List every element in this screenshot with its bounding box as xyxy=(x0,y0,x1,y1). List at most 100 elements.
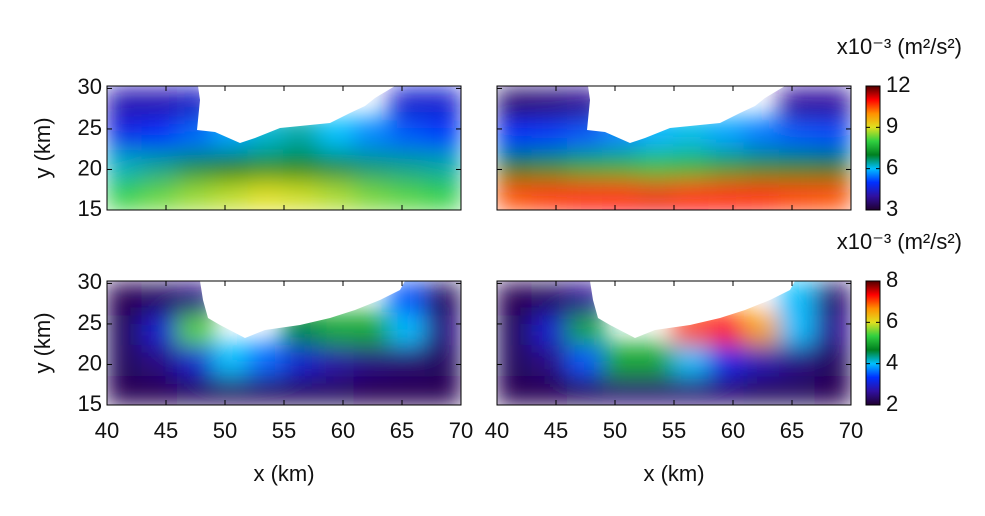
heatmap-cell xyxy=(743,178,782,210)
heatmap-cell xyxy=(743,312,782,346)
colorbar-tick-label: 8 xyxy=(886,267,898,292)
y-tick-label: 25 xyxy=(78,310,102,335)
heatmap-cell xyxy=(141,178,179,210)
heatmap-cell xyxy=(424,87,461,121)
y-tick-label: 25 xyxy=(78,115,102,140)
heatmap-cell xyxy=(497,282,534,316)
heatmap-cell xyxy=(497,148,534,182)
heatmap-cell xyxy=(353,117,392,151)
y-tick-label: 30 xyxy=(78,269,102,294)
colorbar-label: x10⁻³ (m²/s²) xyxy=(837,34,962,59)
heatmap-cell xyxy=(318,178,356,210)
heatmap-cell xyxy=(107,312,144,346)
heatmap-cell xyxy=(673,148,711,182)
heatmap-cell xyxy=(779,178,817,210)
heatmap-cell xyxy=(107,148,144,182)
heatmap-cell xyxy=(283,343,321,377)
x-tick-label: 55 xyxy=(662,418,686,443)
heatmap-cell xyxy=(779,117,817,151)
heatmap-cell xyxy=(389,373,427,405)
x-tick-label: 45 xyxy=(154,418,178,443)
heatmap-cell xyxy=(673,343,711,377)
heatmap-cell xyxy=(814,282,851,316)
heatmap-cell xyxy=(353,343,392,377)
heatmap-cell xyxy=(424,282,461,316)
heatmap-cell xyxy=(531,343,569,377)
x-tick-label: 60 xyxy=(721,418,745,443)
x-tick-label: 40 xyxy=(485,418,509,443)
heatmap-cell xyxy=(212,373,250,405)
heatmap-cell xyxy=(779,87,817,121)
heatmap-cell xyxy=(141,87,179,121)
heatmap-cell xyxy=(602,178,640,210)
heatmap-cell xyxy=(673,178,711,210)
heatmap-cell xyxy=(107,178,144,210)
heatmap-cell xyxy=(318,343,356,377)
heatmap-cell xyxy=(566,373,605,405)
heatmap-cell xyxy=(389,117,427,151)
heatmap-cell xyxy=(176,373,215,405)
heatmap-cell xyxy=(176,178,215,210)
x-tick-label: 40 xyxy=(95,418,119,443)
x-tick-label: 50 xyxy=(603,418,627,443)
x-axis-label: x (km) xyxy=(253,461,314,486)
heatmap-cell xyxy=(283,178,321,210)
heatmap-cell xyxy=(708,373,746,405)
heatmap-cell xyxy=(176,148,215,182)
heatmap-cell xyxy=(424,178,461,210)
heatmap-cell xyxy=(637,178,675,210)
x-tick-label: 70 xyxy=(449,418,473,443)
heatmap-cell xyxy=(566,178,605,210)
x-axis-label: x (km) xyxy=(643,461,704,486)
heatmap-cell xyxy=(283,373,321,405)
y-tick-label: 15 xyxy=(78,196,102,221)
heatmap-cell xyxy=(531,312,569,346)
heatmap-cell xyxy=(176,343,215,377)
heatmap-cell xyxy=(318,148,356,182)
colorbar-tick-label: 6 xyxy=(886,154,898,179)
heatmap-cell xyxy=(212,148,250,182)
heatmap-cell xyxy=(424,117,461,151)
y-tick-label: 15 xyxy=(78,391,102,416)
x-tick-label: 60 xyxy=(331,418,355,443)
heatmap-cell xyxy=(247,373,285,405)
heatmap-cell xyxy=(779,343,817,377)
heatmap-cell xyxy=(708,178,746,210)
heatmap-cell xyxy=(779,148,817,182)
heatmap-cell xyxy=(141,282,179,316)
heatmap-cell xyxy=(602,343,640,377)
y-tick-label: 30 xyxy=(78,74,102,99)
colorbar-tick-label: 3 xyxy=(886,196,898,221)
x-tick-label: 65 xyxy=(390,418,414,443)
heatmap-cell xyxy=(107,117,144,151)
heatmap-cell xyxy=(212,178,250,210)
heatmap-cell xyxy=(779,312,817,346)
x-tick-label: 55 xyxy=(272,418,296,443)
heatmap-cell xyxy=(637,343,675,377)
heatmap-cell xyxy=(107,282,144,316)
y-axis-label: y (km) xyxy=(30,117,55,178)
heatmap-cell xyxy=(637,148,675,182)
heatmap-cell xyxy=(141,373,179,405)
colorbar-tick-label: 9 xyxy=(886,113,898,138)
heatmap-cell xyxy=(353,373,392,405)
heatmap-cell xyxy=(353,178,392,210)
heatmap-cell xyxy=(247,178,285,210)
heatmap-cell xyxy=(779,373,817,405)
heatmap-cell xyxy=(497,343,534,377)
heatmap xyxy=(497,86,851,210)
colorbar-tick-label: 4 xyxy=(886,349,898,374)
heatmap-cell xyxy=(212,343,250,377)
colorbar-tick-label: 6 xyxy=(886,308,898,333)
heatmap-cell xyxy=(389,178,427,210)
heatmap-cell xyxy=(424,373,461,405)
heatmap-cell xyxy=(424,148,461,182)
heatmap-cell xyxy=(814,117,851,151)
colorbar xyxy=(865,85,881,211)
heatmap-cell xyxy=(107,87,144,121)
colorbar-label: x10⁻³ (m²/s²) xyxy=(837,229,962,254)
heatmap-cell xyxy=(141,343,179,377)
heatmap-cell xyxy=(247,343,285,377)
heatmap-cell xyxy=(531,178,569,210)
